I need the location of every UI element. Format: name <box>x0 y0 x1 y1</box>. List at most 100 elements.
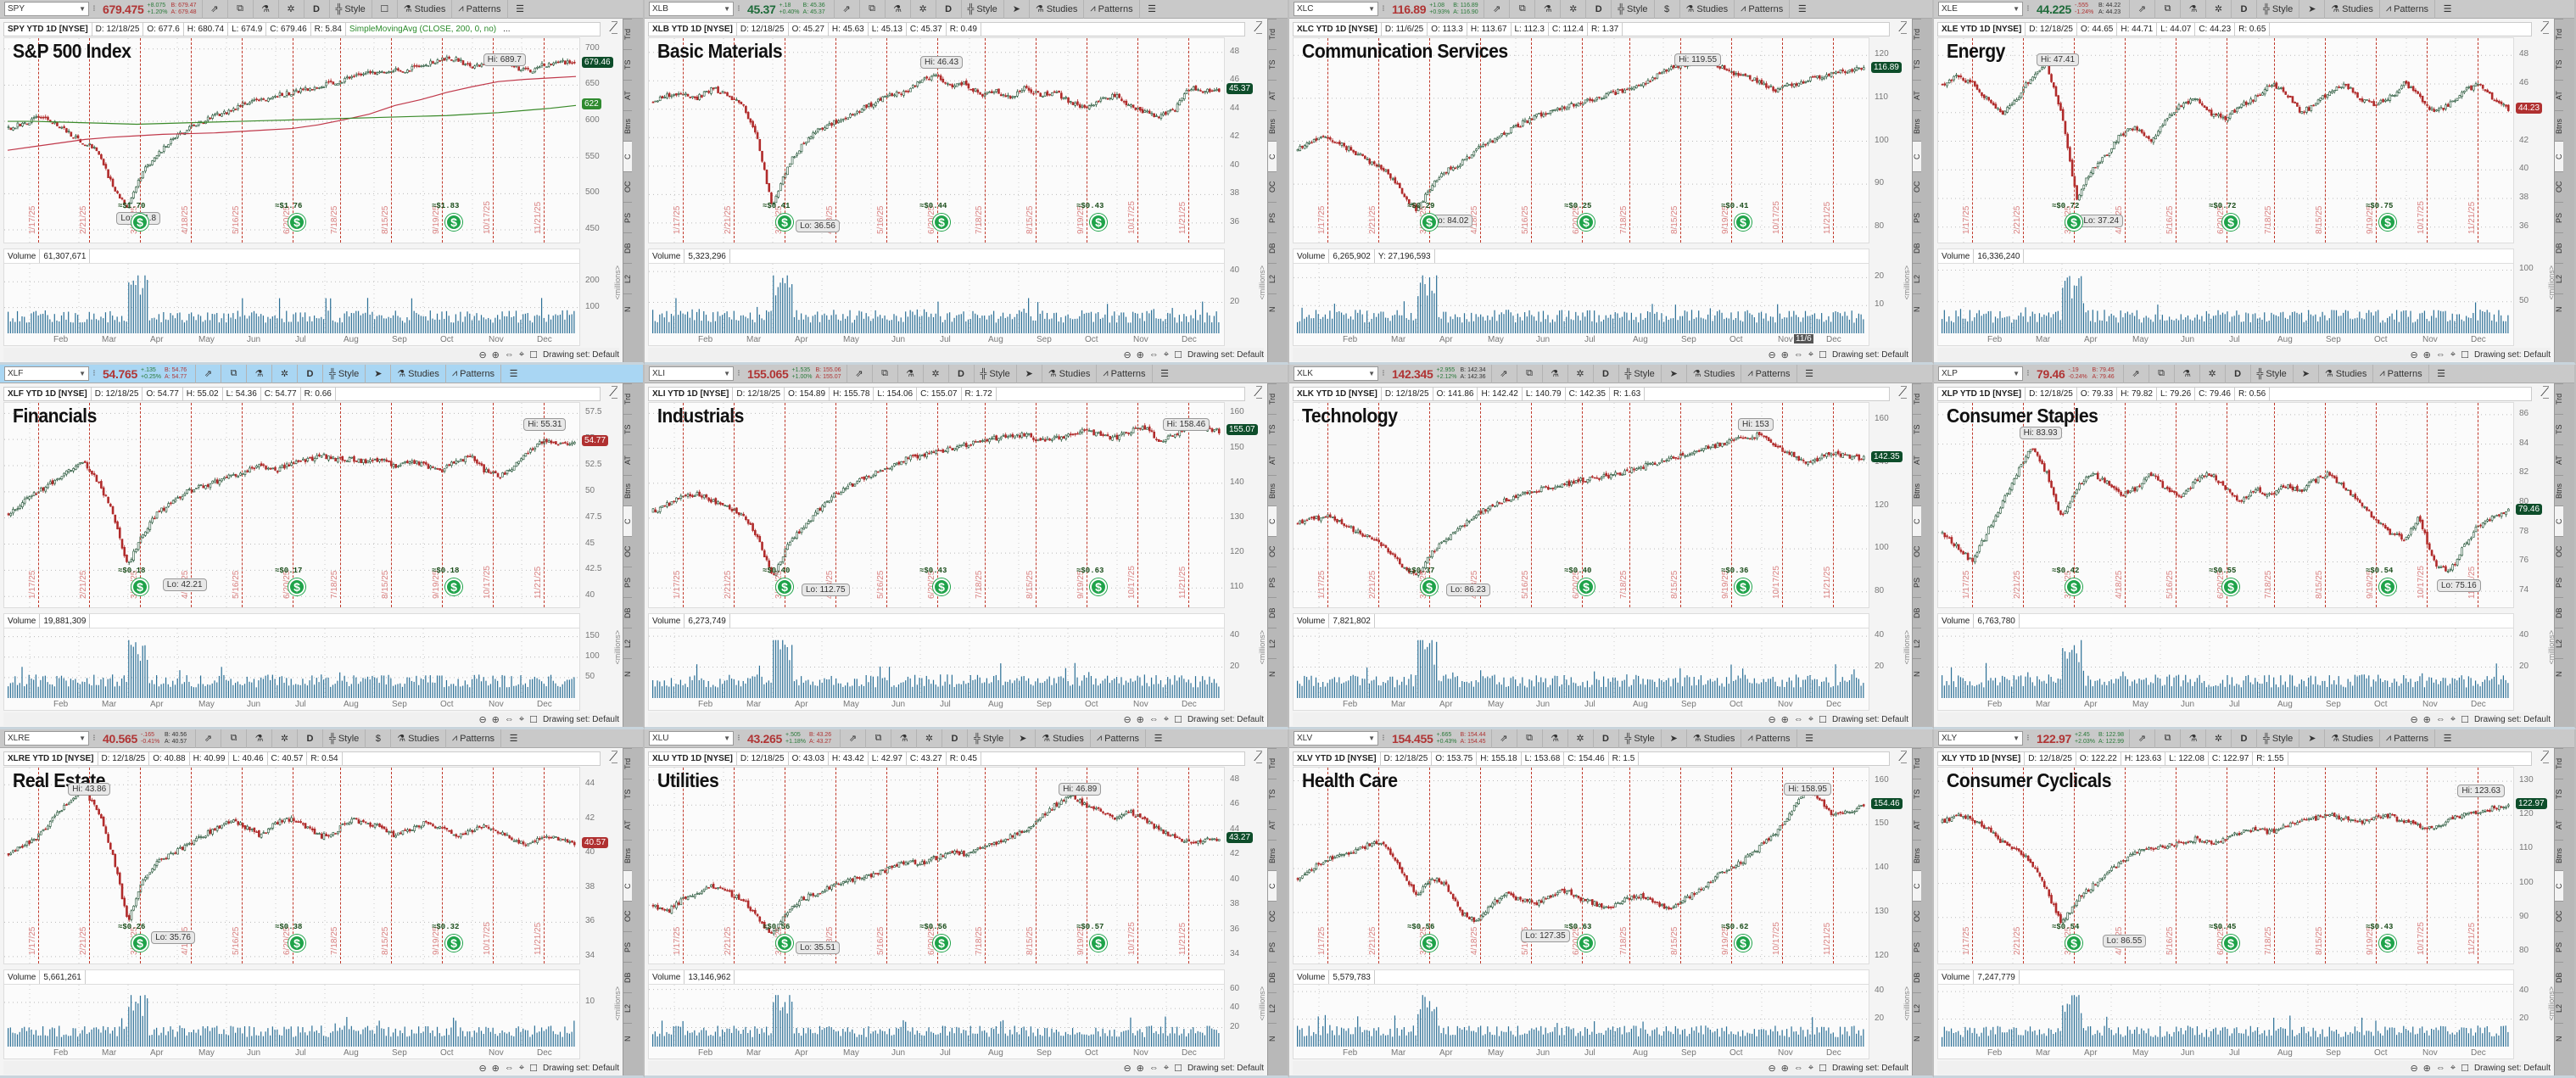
expand-chart-icon[interactable]: ⟋̲̅ <box>609 385 617 399</box>
crosshair-icon[interactable]: ⌖ <box>518 1062 525 1073</box>
side-tab-trd[interactable]: Trd <box>1268 383 1277 414</box>
side-tab-l2[interactable]: L2 <box>623 628 632 658</box>
symbol-selector[interactable]: XLB ▼ <box>649 2 734 16</box>
studies-button[interactable]: ⚗ Studies <box>390 365 445 383</box>
drawing-set-label[interactable]: Drawing set: Default <box>542 714 619 724</box>
side-tab-btns[interactable]: Btns <box>623 840 632 870</box>
side-tab-btns[interactable]: Btns <box>623 110 632 141</box>
gear-icon[interactable]: ✲ <box>2205 0 2231 19</box>
drawing-set-label[interactable]: Drawing set: Default <box>1831 1063 1908 1073</box>
drawing-tool-button[interactable]: ➤ <box>2299 0 2324 19</box>
side-tab-trd[interactable]: Trd <box>2555 748 2563 779</box>
zoom-in-icon[interactable]: ⊕ <box>491 349 500 360</box>
dividend-icon[interactable]: $ <box>1735 578 1752 595</box>
dividend-icon[interactable]: $ <box>776 214 793 231</box>
side-tab-n[interactable]: N <box>1913 658 1921 689</box>
patterns-button[interactable]: ⩘ Patterns <box>2372 365 2428 383</box>
drawing-set-label[interactable]: Drawing set: Default <box>1187 1063 1264 1073</box>
side-tab-at[interactable]: AT <box>1913 80 1921 110</box>
dividend-icon[interactable]: $ <box>1421 578 1438 595</box>
side-tab-oc[interactable]: OC <box>1268 536 1277 567</box>
studies-button[interactable]: ⚗ Studies <box>1041 365 1097 383</box>
patterns-button[interactable]: ⩘ Patterns <box>2378 0 2434 19</box>
volume-chart[interactable]: Volume 6,273,749 Feb Mar Apr May Jun Jul Aug Sep O… <box>648 613 1226 711</box>
flask-icon[interactable]: ⚗ <box>1534 0 1560 19</box>
menu-icon[interactable]: ☰ <box>1796 729 1822 748</box>
dividend-icon[interactable]: $ <box>2222 578 2239 595</box>
patterns-button[interactable]: ⩘ Patterns <box>1741 365 1796 383</box>
symbol-selector[interactable]: XLU ▼ <box>649 731 734 746</box>
share-icon[interactable]: ⇗ <box>1490 729 1517 748</box>
crosshair-icon[interactable]: ⌖ <box>1163 713 1170 724</box>
zoom-in-icon[interactable]: ⊕ <box>1136 349 1144 360</box>
side-tab-ts[interactable]: TS <box>1913 779 1921 809</box>
side-tab-at[interactable]: AT <box>623 444 632 475</box>
link-icon[interactable]: ⁝ <box>2026 369 2030 378</box>
side-tab-oc[interactable]: OC <box>1913 171 1921 202</box>
studies-button[interactable]: ⚗ Studies <box>1028 0 1084 19</box>
share-icon[interactable]: ⇗ <box>195 729 221 748</box>
side-tab-oc[interactable]: OC <box>623 536 632 567</box>
price-chart[interactable]: 1/17/252/21/253/21/254/18/255/16/256/20/… <box>1293 767 1870 965</box>
side-tab-at[interactable]: AT <box>1268 809 1277 840</box>
dividend-icon[interactable]: $ <box>1578 578 1595 595</box>
expand-chart-icon[interactable]: ⟋̲̅ <box>609 750 617 763</box>
drawing-set-label[interactable]: Drawing set: Default <box>1831 349 1908 360</box>
share-icon[interactable]: ⇗ <box>195 365 221 383</box>
dividend-icon[interactable]: $ <box>445 214 462 231</box>
symbol-selector[interactable]: XLY ▼ <box>1938 731 2023 746</box>
side-tab-btns[interactable]: Btns <box>1268 110 1277 141</box>
side-tab-l2[interactable]: L2 <box>1913 263 1921 293</box>
price-chart[interactable]: 1/17/252/21/253/21/254/18/255/16/256/20/… <box>648 767 1226 965</box>
crosshair-icon[interactable]: ⌖ <box>2450 1062 2456 1073</box>
side-tab-ps[interactable]: PS <box>2555 202 2563 232</box>
side-tab-btns[interactable]: Btns <box>623 475 632 505</box>
dividend-icon[interactable]: $ <box>2222 935 2239 952</box>
pan-icon[interactable]: ⇔ <box>1148 714 1159 724</box>
side-tab-btns[interactable]: Btns <box>1268 475 1277 505</box>
flask-icon[interactable]: ⚗ <box>2180 0 2205 19</box>
period-button[interactable]: D <box>947 365 974 383</box>
side-tab-btns[interactable]: Btns <box>2555 840 2563 870</box>
alert-icon[interactable]: ⧉ <box>2154 0 2180 19</box>
zoom-out-icon[interactable]: ⊖ <box>1768 1063 1776 1074</box>
gear-icon[interactable]: ✲ <box>1567 729 1593 748</box>
side-tab-ps[interactable]: PS <box>1913 202 1921 232</box>
side-tab-ps[interactable]: PS <box>2555 931 2563 962</box>
side-tab-ts[interactable]: TS <box>1913 49 1921 80</box>
side-tab-db[interactable]: DB <box>1268 962 1277 992</box>
price-chart[interactable]: 1/17/252/21/253/21/254/18/255/16/256/20/… <box>1293 402 1870 609</box>
studies-button[interactable]: ⚗ Studies <box>1685 365 1741 383</box>
drawing-tool-icon[interactable]: ☐ <box>1819 714 1827 725</box>
style-button[interactable]: ╬ Style <box>322 365 365 383</box>
side-tab-ts[interactable]: TS <box>1268 779 1277 809</box>
side-tab-btns[interactable]: Btns <box>1268 840 1277 870</box>
style-button[interactable]: ╬ Style <box>967 729 1009 748</box>
zoom-in-icon[interactable]: ⊕ <box>1780 714 1789 725</box>
side-tab-n[interactable]: N <box>623 1023 632 1053</box>
dividend-icon[interactable]: $ <box>1578 214 1595 231</box>
studies-button[interactable]: ⚗ Studies <box>1035 729 1090 748</box>
period-button[interactable]: D <box>935 0 961 19</box>
dividend-icon[interactable]: $ <box>1735 214 1752 231</box>
patterns-button[interactable]: ⩘ Patterns <box>1096 365 1151 383</box>
zoom-out-icon[interactable]: ⊖ <box>1123 714 1132 725</box>
period-button[interactable]: D <box>1585 0 1611 19</box>
symbol-selector[interactable]: XLF ▼ <box>4 366 89 381</box>
dividend-icon[interactable]: $ <box>445 935 462 952</box>
pan-icon[interactable]: ⇔ <box>2435 349 2445 360</box>
side-tab-db[interactable]: DB <box>2555 597 2563 628</box>
zoom-out-icon[interactable]: ⊖ <box>1123 349 1132 360</box>
period-button[interactable]: D <box>303 0 329 19</box>
side-tab-db[interactable]: DB <box>623 597 632 628</box>
flask-icon[interactable]: ⚗ <box>897 365 923 383</box>
zoom-in-icon[interactable]: ⊕ <box>2422 349 2431 360</box>
alert-icon[interactable]: ⧉ <box>858 0 885 19</box>
style-button[interactable]: ╬ Style <box>2249 365 2293 383</box>
share-icon[interactable]: ⇗ <box>846 365 872 383</box>
menu-icon[interactable]: ☰ <box>500 365 526 383</box>
price-chart[interactable]: 1/17/252/21/253/21/254/18/255/16/256/20/… <box>3 37 581 244</box>
expand-chart-icon[interactable]: ⟋̲̅ <box>1254 750 1262 763</box>
menu-icon[interactable]: ☰ <box>1151 365 1177 383</box>
side-tab-n[interactable]: N <box>623 658 632 689</box>
